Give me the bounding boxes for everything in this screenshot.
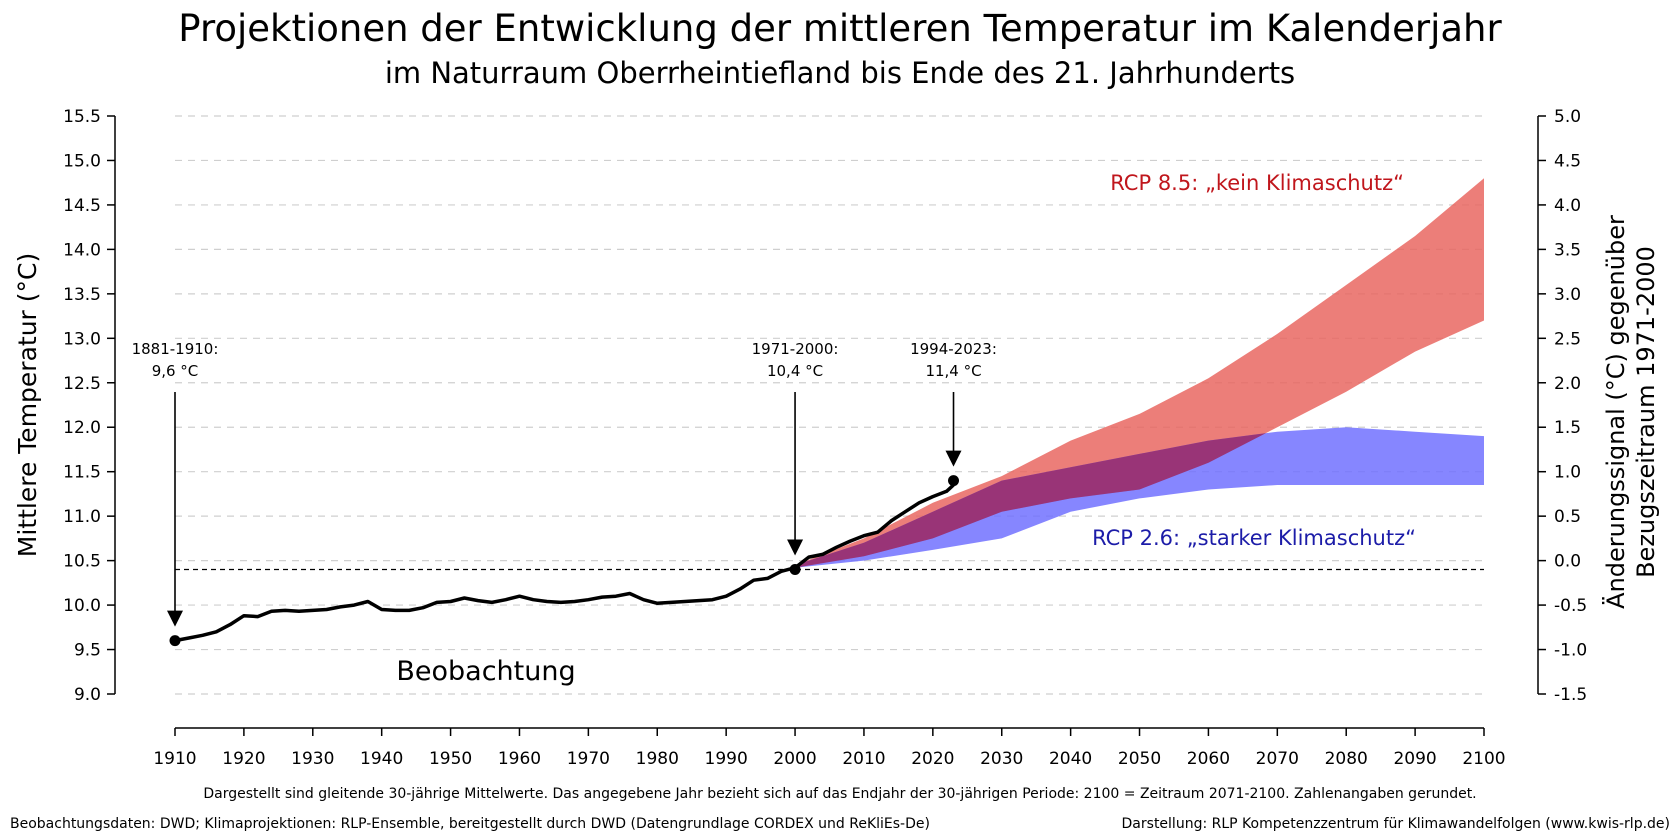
y-tick-label: 12.0 — [63, 418, 101, 438]
x-tick-label: 1920 — [222, 749, 265, 769]
y-tick-label: 11.0 — [63, 507, 101, 527]
annotation-dot — [789, 564, 801, 576]
x-tick-label: 1970 — [567, 749, 610, 769]
x-tick-label: 2000 — [773, 749, 816, 769]
y-tick-label: 15.5 — [63, 107, 101, 127]
annotation-arrow-head — [787, 539, 804, 556]
x-tick-label: 2070 — [1256, 749, 1299, 769]
y2-tick-label: 4.0 — [1554, 196, 1581, 216]
footnote: Dargestellt sind gleitende 30-jährige Mi… — [203, 786, 1477, 802]
observation-series — [174, 483, 955, 643]
y-tick-label: 15.0 — [63, 151, 101, 171]
x-tick-label: 2100 — [1462, 749, 1505, 769]
x-tick-label: 2020 — [911, 749, 954, 769]
y2-tick-label: 5.0 — [1554, 107, 1581, 127]
annotation-label-line2: 10,4 °C — [767, 362, 823, 380]
author-credit: Darstellung: RLP Kompetenzzentrum für Kl… — [1121, 816, 1670, 832]
y2-tick-label: 2.5 — [1554, 329, 1581, 349]
annotation-label-line2: 9,6 °C — [152, 362, 199, 380]
axes: 9.0 9.5 10.0 10.5 11.0 11.5 12.0 12.5 13.0 13.5 14… — [13, 107, 1660, 769]
chart-title: Projektionen der Entwicklung der mittler… — [178, 7, 1502, 50]
x-tick-label: 1930 — [291, 749, 334, 769]
y-axis-title: Mittlere Temperatur (°C) — [13, 253, 42, 557]
annotation-arrow-head — [945, 450, 962, 467]
annotations: 1881-1910: 9,6 °C 1971-2000: 10,4 °C 1994-20… — [132, 340, 997, 647]
annotation-label-line1: 1994-2023: — [910, 340, 997, 358]
annotation-dot — [948, 475, 960, 487]
annotation-label-line1: 1971-2000: — [752, 340, 839, 358]
y2-tick-label: 0.5 — [1554, 507, 1581, 527]
y-tick-label: 9.5 — [74, 641, 101, 661]
y-tick-label: 9.0 — [74, 685, 101, 705]
x-tick-label: 2080 — [1325, 749, 1368, 769]
y2-axis-title-line1: Änderungssignal (°C) gegenüber — [1601, 215, 1630, 609]
rcp26-band — [795, 427, 1484, 568]
annotation-dot — [169, 635, 181, 647]
x-tick-label: 1910 — [153, 749, 196, 769]
x-tick-label: 2040 — [1049, 749, 1092, 769]
grid-lines — [175, 115, 1484, 695]
y2-tick-label: 4.5 — [1554, 151, 1581, 171]
y-tick-label: 14.5 — [63, 196, 101, 216]
y2-tick-label: -1.5 — [1554, 685, 1587, 705]
x-tick-label: 1990 — [705, 749, 748, 769]
y-tick-label: 10.5 — [63, 552, 101, 572]
series-labels: RCP 8.5: „kein Klimaschutz“ RCP 2.6: „sta… — [396, 171, 1416, 687]
x-tick-label: 2010 — [842, 749, 885, 769]
y-tick-label: 13.5 — [63, 285, 101, 305]
y-tick-label: 11.5 — [63, 463, 101, 483]
x-tick-label: 1980 — [636, 749, 679, 769]
x-tick-label: 2050 — [1118, 749, 1161, 769]
y2-axis-title-line2: Bezugszeitraum 1971-2000 — [1632, 246, 1660, 578]
y2-tick-label: 1.5 — [1554, 418, 1581, 438]
annotation-arrow-head — [167, 610, 183, 627]
projection-bands — [795, 178, 1484, 568]
x-tick-label: 1940 — [360, 749, 403, 769]
observation-label: Beobachtung — [396, 656, 575, 687]
y-tick-label: 10.0 — [63, 596, 101, 616]
data-source-credit: Beobachtungsdaten: DWD; Klimaprojektione… — [10, 816, 930, 832]
y-tick-label: 13.0 — [63, 329, 101, 349]
y2-tick-label: -0.5 — [1554, 596, 1587, 616]
y-tick-label: 14.0 — [63, 240, 101, 260]
y2-tick-label: 0.0 — [1554, 552, 1581, 572]
y2-tick-label: 1.0 — [1554, 463, 1581, 483]
y2-tick-label: 3.5 — [1554, 240, 1581, 260]
rcp85-label: RCP 8.5: „kein Klimaschutz“ — [1110, 171, 1404, 195]
y2-tick-label: -1.0 — [1554, 641, 1587, 661]
rcp26-label: RCP 2.6: „starker Klimaschutz“ — [1092, 526, 1416, 550]
x-tick-label: 2090 — [1393, 749, 1436, 769]
x-tick-label: 1950 — [429, 749, 472, 769]
chart-subtitle: im Naturraum Oberrheintiefland bis Ende … — [384, 56, 1296, 90]
annotation-label-line2: 11,4 °C — [925, 362, 981, 380]
y2-tick-label: 2.0 — [1554, 374, 1581, 394]
x-tick-label: 2030 — [980, 749, 1023, 769]
x-tick-label: 2060 — [1187, 749, 1230, 769]
y-tick-label: 12.5 — [63, 374, 101, 394]
y2-tick-label: 3.0 — [1554, 285, 1581, 305]
annotation-label-line1: 1881-1910: — [132, 340, 219, 358]
rcp85-band — [795, 178, 1484, 568]
observation-line — [174, 483, 955, 643]
x-tick-label: 1960 — [498, 749, 541, 769]
